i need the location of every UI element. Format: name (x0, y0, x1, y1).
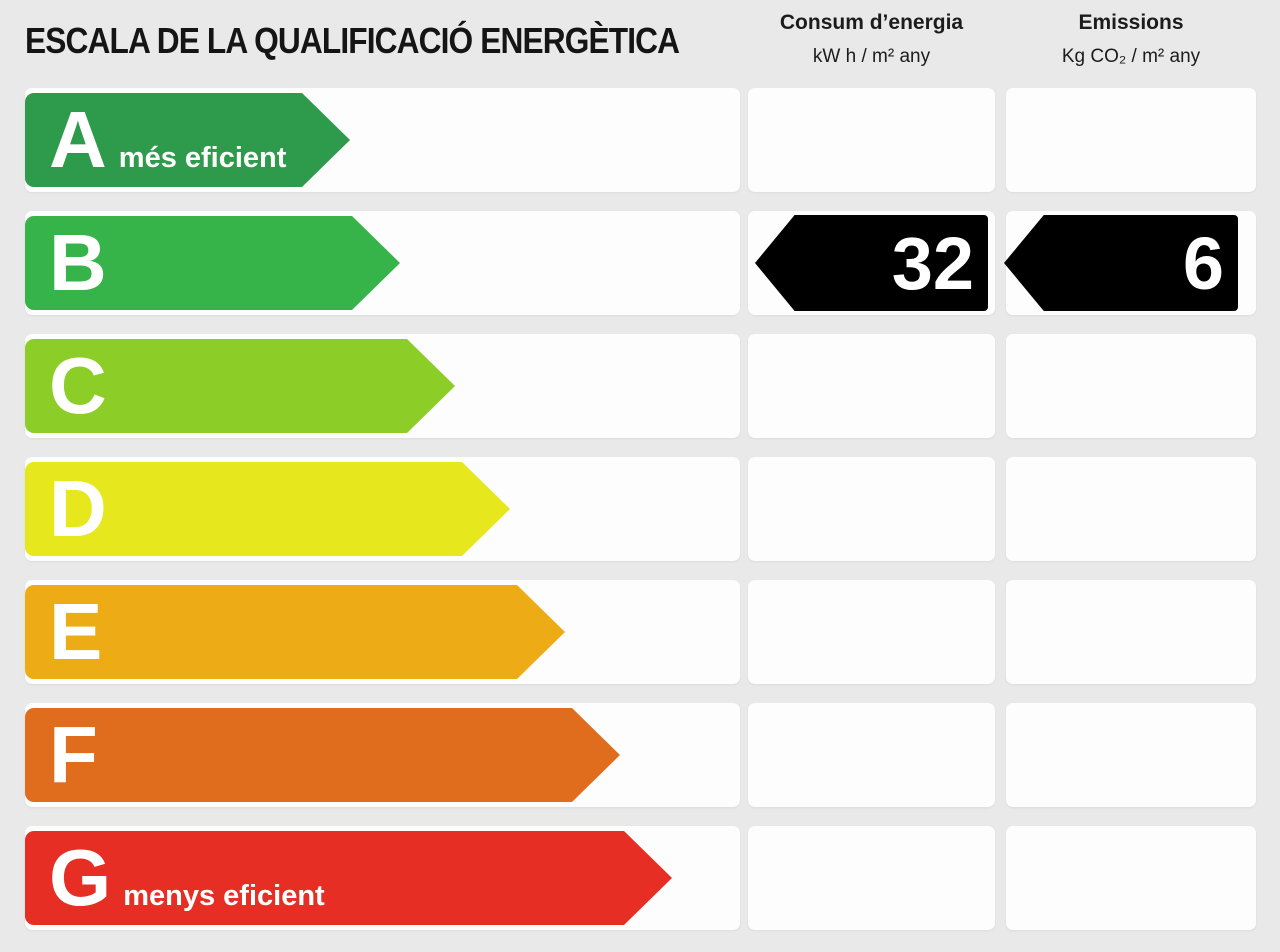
rating-row-b: B 32 6 (0, 211, 1280, 315)
bar-arrow-tip-e (517, 585, 565, 679)
consumption-unit: kW h / m² any (812, 46, 931, 67)
emissions-title: Emissions (1078, 11, 1184, 34)
column-header-emissions: Emissions Kg CO₂ / m² any (1006, 8, 1256, 72)
consumption-cell-e (748, 580, 995, 684)
rating-letter-d: D (49, 464, 107, 553)
consumption-cell-g (748, 826, 995, 930)
rating-row-d: D (0, 457, 1280, 561)
emissions-cell-g (1006, 826, 1256, 930)
rating-bar-d: D (25, 457, 510, 561)
bar-arrow-tip-d (462, 462, 510, 556)
rating-bar-b: B (25, 211, 400, 315)
bar-arrow-tip-a (302, 93, 350, 187)
rating-letter-g: G (49, 833, 112, 922)
emissions-cell-a (1006, 88, 1256, 192)
bar-arrow-tip-f (572, 708, 620, 802)
most-efficient-label: més eficient (118, 142, 287, 174)
rating-bar-f: F (25, 703, 620, 807)
rating-row-e: E (0, 580, 1280, 684)
rating-row-g: G menys eficient (0, 826, 1280, 930)
consumption-value: 32 (891, 221, 974, 305)
page-title: ESCALA DE LA QUALIFICACIÓ ENERGÈTICA (25, 20, 680, 61)
rating-bar-c: C (25, 334, 455, 438)
rating-letter-b: B (49, 218, 107, 307)
consumption-cell-d (748, 457, 995, 561)
rating-row-c: C (0, 334, 1280, 438)
consumption-cell-a (748, 88, 995, 192)
consumption-title: Consum d’energia (779, 11, 964, 34)
consumption-cell-f (748, 703, 995, 807)
rating-letter-a: A (49, 95, 107, 184)
emissions-value: 6 (1182, 221, 1224, 305)
bar-arrow-tip-b (352, 216, 400, 310)
consumption-cell-c (748, 334, 995, 438)
emissions-cell-e (1006, 580, 1256, 684)
rating-letter-e: E (49, 587, 103, 676)
rating-letter-f: F (49, 710, 98, 799)
rating-letter-c: C (49, 341, 107, 430)
bar-arrow-tip-c (407, 339, 455, 433)
rating-bar-g: G menys eficient (25, 826, 672, 930)
rating-bar-e: E (25, 580, 565, 684)
emissions-cell-c (1006, 334, 1256, 438)
rating-bar-a: A més eficient (25, 88, 350, 192)
emissions-cell-d (1006, 457, 1256, 561)
consumption-value-arrow: 32 (755, 215, 988, 311)
emissions-value-arrow: 6 (1004, 215, 1238, 311)
emissions-unit: Kg CO₂ / m² any (1061, 46, 1201, 67)
rating-grid: A més eficient B 32 6 C (0, 88, 1280, 949)
column-header-consumption: Consum d’energia kW h / m² any (748, 8, 995, 72)
rating-row-a: A més eficient (0, 88, 1280, 192)
rating-row-f: F (0, 703, 1280, 807)
bar-arrow-tip-g (624, 831, 672, 925)
least-efficient-label: menys eficient (123, 880, 325, 912)
emissions-cell-f (1006, 703, 1256, 807)
